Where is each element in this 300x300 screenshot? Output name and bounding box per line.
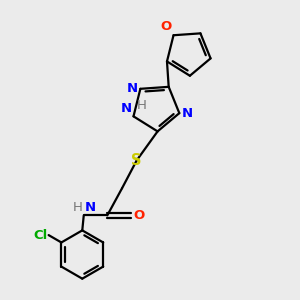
Text: N: N [127, 82, 138, 95]
Text: H: H [72, 201, 82, 214]
Text: O: O [160, 20, 171, 33]
Text: Cl: Cl [33, 229, 47, 242]
Text: H: H [136, 99, 146, 112]
Text: O: O [133, 209, 145, 222]
Text: N: N [182, 106, 193, 120]
Text: N: N [85, 201, 96, 214]
Text: N: N [121, 102, 132, 115]
Text: S: S [131, 153, 142, 168]
